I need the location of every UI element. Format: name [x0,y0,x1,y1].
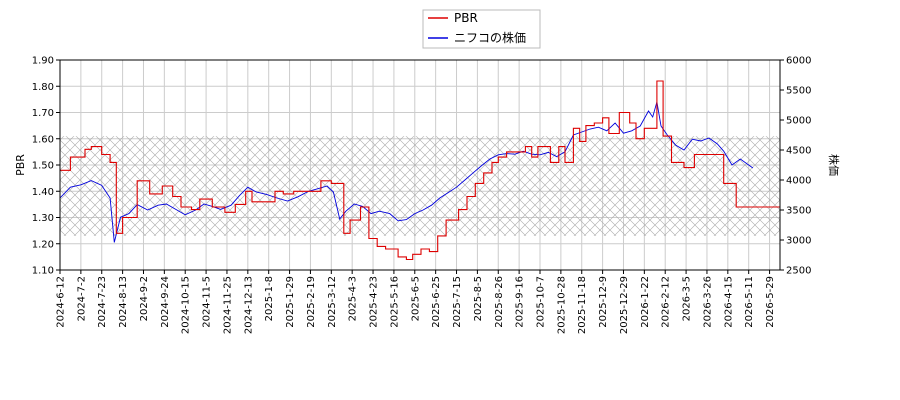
pbr-range-band [60,136,780,236]
right-tick-label: 6000 [786,56,811,67]
right-tick-label: 2500 [786,266,811,277]
stock-price-line [60,101,754,243]
x-tick-label: 2025-5-16 [389,276,400,328]
x-tick-label: 2025-9-16 [515,276,526,328]
left-tick-label: 1.20 [32,239,54,250]
x-tick-label: 2024-10-15 [181,276,192,334]
x-tick-label: 2025-1-8 [264,276,275,321]
left-tick-label: 1.70 [32,108,54,119]
x-tick-label: 2024-9-2 [139,276,150,321]
x-axis-ticks: 2024-6-12 2024-7-2 2024-7-23 2024-8-13 2024-… [56,270,776,334]
x-tick-label: 2025-6-5 [410,276,421,321]
left-tick-label: 1.50 [32,161,54,172]
x-tick-label: 2025-7-15 [452,276,463,328]
x-tick-label: 2026-3-26 [702,276,713,328]
x-tick-label: 2026-3-5 [682,276,693,321]
x-tick-label: 2026-2-12 [661,276,672,328]
legend-pbr-label: PBR [454,11,478,25]
legend: PBR ニフコの株価 [422,9,541,49]
left-axis-ticks: 1.10 1.20 1.30 1.40 1.50 1.60 1.70 1.80 1.90 [32,56,60,277]
x-tick-label: 2024-6-12 [56,276,67,328]
x-tick-label: 2024-7-2 [76,276,87,321]
right-tick-label: 3000 [786,236,811,247]
x-tick-label: 2024-9-24 [160,276,171,328]
left-tick-label: 1.60 [32,134,54,145]
x-tick-label: 2025-12-29 [619,276,630,334]
x-tick-label: 2026-5-29 [765,276,776,328]
x-tick-label: 2024-7-23 [97,276,108,328]
right-tick-label: 4000 [786,176,811,187]
x-tick-label: 2025-8-5 [473,276,484,321]
right-axis-title: 株価 [827,154,841,176]
x-tick-label: 2026-4-15 [723,276,734,328]
x-tick-label: 2026-5-11 [744,276,755,328]
left-tick-label: 1.90 [32,56,54,67]
x-tick-label: 2025-8-26 [494,276,505,328]
x-tick-label: 2025-11-18 [577,276,588,334]
left-axis-title: PBR [14,154,27,176]
right-tick-label: 3500 [786,206,811,217]
x-tick-label: 2025-10-7 [536,276,547,328]
left-tick-label: 1.80 [32,82,54,93]
x-tick-label: 2025-2-19 [306,276,317,328]
x-tick-label: 2024-11-25 [222,276,233,334]
legend-box [422,9,541,49]
x-tick-label: 2025-4-23 [369,276,380,328]
x-tick-label: 2025-6-25 [431,276,442,328]
pbr-line [60,80,780,261]
x-tick-label: 2025-4-3 [348,276,359,321]
x-tick-label: 2025-10-28 [556,276,567,334]
right-tick-label: 5500 [786,86,811,97]
x-tick-label: 2024-8-13 [118,276,129,328]
x-tick-label: 2025-12-9 [598,276,609,328]
right-axis-ticks: 2500 3000 3500 4000 4500 5000 5500 6000 [780,56,811,277]
right-tick-label: 4500 [786,146,811,157]
x-tick-label: 2025-3-12 [327,276,338,328]
right-tick-label: 5000 [786,116,811,127]
x-tick-label: 2024-12-13 [243,276,254,334]
x-tick-label: 2025-1-29 [285,276,296,328]
left-tick-label: 1.40 [32,187,54,198]
legend-price-label: ニフコの株価 [454,30,526,45]
x-tick-label: 2026-1-22 [640,276,651,328]
left-tick-label: 1.10 [32,266,54,277]
left-tick-label: 1.30 [32,213,54,224]
x-tick-label: 2024-11-5 [202,276,213,328]
